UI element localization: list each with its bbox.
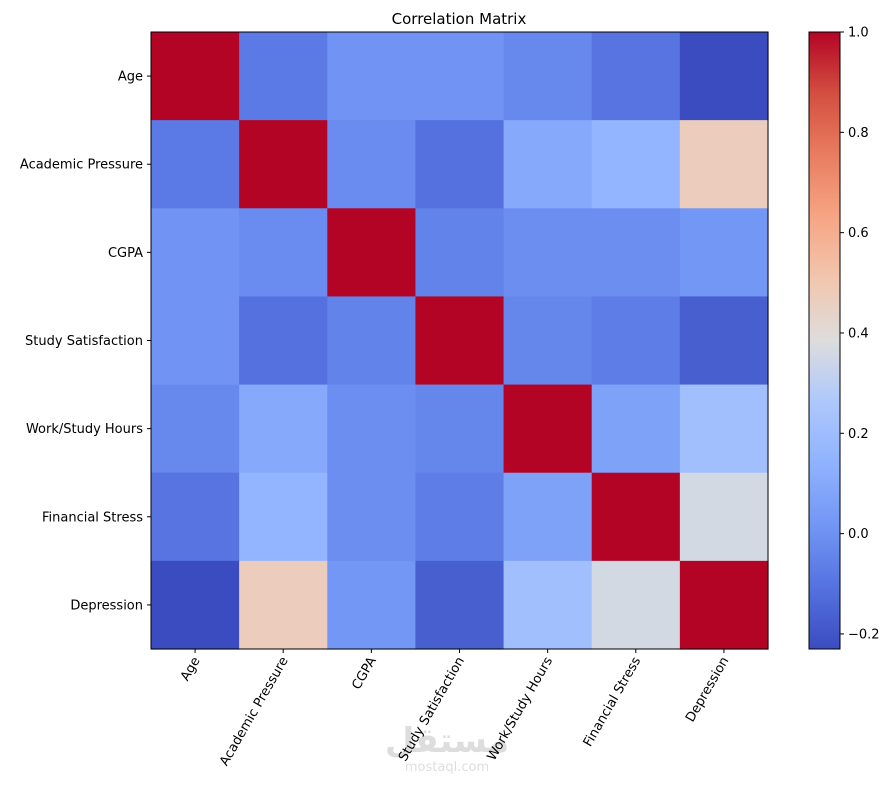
heatmap-cell xyxy=(679,208,769,298)
x-tick-label: Financial Stress xyxy=(581,654,645,749)
y-tick-label: Age xyxy=(118,70,143,85)
heatmap-cell xyxy=(415,472,505,562)
heatmap-cell xyxy=(591,32,681,121)
y-tick-label: Academic Pressure xyxy=(20,158,143,173)
y-tick-label: Financial Stress xyxy=(42,510,143,525)
colorbar xyxy=(808,31,841,650)
heatmap-cell xyxy=(327,120,417,209)
heatmap-cell xyxy=(327,384,417,474)
colorbar-frame xyxy=(808,31,841,650)
colorbar-tick-label: 0.8 xyxy=(848,126,869,141)
heatmap-cell xyxy=(327,32,417,121)
heatmap-cell xyxy=(415,208,505,298)
heatmap-cell xyxy=(239,472,328,562)
y-tick-label: Study Satisfaction xyxy=(25,334,143,349)
heatmap-cell xyxy=(151,208,240,298)
heatmap-cell xyxy=(591,384,681,474)
heatmap-cell xyxy=(503,296,593,386)
heatmap-cell xyxy=(679,384,769,474)
heatmap-cell xyxy=(327,472,417,562)
heatmap-cell xyxy=(679,560,769,650)
heatmap-cell xyxy=(151,120,240,209)
x-tick-label: Depression xyxy=(683,655,732,725)
heatmap-cell xyxy=(327,296,417,386)
y-tick-label: Depression xyxy=(70,598,143,613)
heatmap-cell xyxy=(151,384,240,474)
y-axis: Age Academic Pressure CGPA Study Satisfacti… xyxy=(20,70,151,613)
x-tick-label: Academic Pressure xyxy=(217,654,292,768)
x-tick-label: Age xyxy=(178,655,204,684)
heatmap-cell xyxy=(591,296,681,386)
watermark: مستقل mostaql.com xyxy=(385,721,509,775)
watermark-arabic: مستقل xyxy=(385,721,509,761)
colorbar-gradient xyxy=(809,32,840,649)
heatmap-cell xyxy=(151,560,240,650)
x-tick-label: CGPA xyxy=(349,654,380,692)
heatmap-cell xyxy=(679,296,769,386)
heatmap-cell xyxy=(503,208,593,298)
heatmap-cell xyxy=(679,120,769,209)
heatmap-cell xyxy=(591,208,681,298)
heatmap-cell xyxy=(327,208,417,298)
y-tick-label: Work/Study Hours xyxy=(26,422,143,437)
colorbar-tick-label: 0.4 xyxy=(848,326,869,341)
chart-title: Correlation Matrix xyxy=(392,10,527,28)
heatmap-cells xyxy=(151,32,769,650)
heatmap-cell xyxy=(415,296,505,386)
heatmap-cell xyxy=(415,32,505,121)
heatmap-cell xyxy=(679,472,769,562)
heatmap-cell xyxy=(239,384,328,474)
heatmap-cell xyxy=(239,560,328,650)
colorbar-tick-label: 0.2 xyxy=(848,427,869,442)
colorbar-tick-label: 0.0 xyxy=(848,527,869,542)
heatmap-cell xyxy=(327,560,417,650)
colorbar-tick-label: 0.6 xyxy=(848,226,869,241)
heatmap-cell xyxy=(151,296,240,386)
heatmap-cell xyxy=(503,120,593,209)
heatmap-cell xyxy=(679,32,769,121)
heatmap-cell xyxy=(503,384,593,474)
heatmap-cell xyxy=(503,560,593,650)
heatmap-cell xyxy=(591,560,681,650)
heatmap-cell xyxy=(591,472,681,562)
heatmap-cell xyxy=(591,120,681,209)
heatmap-cell xyxy=(415,384,505,474)
y-tick-label: CGPA xyxy=(108,246,143,261)
heatmap-cell xyxy=(151,472,240,562)
heatmap-cell xyxy=(503,32,593,121)
heatmap-cell xyxy=(239,32,328,121)
heatmap-cell xyxy=(415,120,505,209)
heatmap-cell xyxy=(415,560,505,650)
heatmap-cell xyxy=(151,32,240,121)
heatmap-cell xyxy=(503,472,593,562)
colorbar-tick-label: −0.2 xyxy=(848,627,880,642)
heatmap-cell xyxy=(239,296,328,386)
colorbar-tick-label: 1.0 xyxy=(848,26,869,41)
heatmap-cell xyxy=(239,208,328,298)
heatmap-cell xyxy=(239,120,328,209)
colorbar-axis: −0.2 0.0 0.2 0.4 0.6 0.8 1.0 xyxy=(840,26,880,642)
watermark-latin: mostaql.com xyxy=(405,760,489,775)
